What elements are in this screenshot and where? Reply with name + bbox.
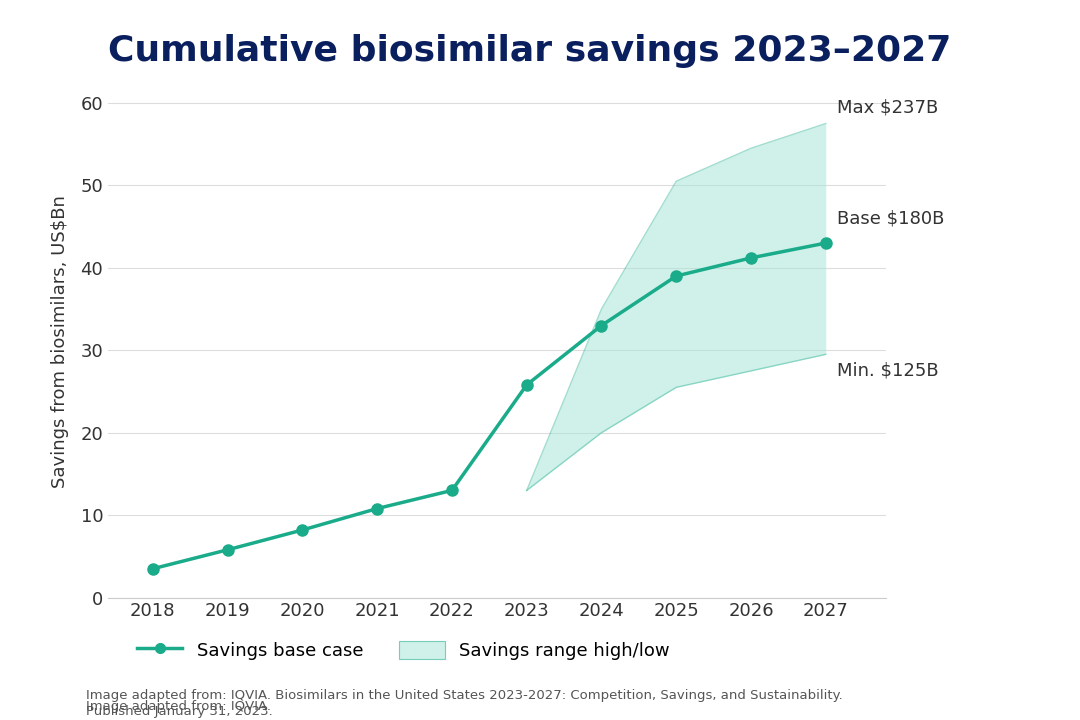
Text: Image adapted from: IQVIA. Biosimilars in the United States 2023-2027: Competiti: Image adapted from: IQVIA. Biosimilars i…: [86, 689, 843, 702]
Text: Max $237B: Max $237B: [837, 98, 939, 116]
Text: Published January 31, 2023.: Published January 31, 2023.: [86, 705, 273, 718]
Text: Base $180B: Base $180B: [837, 210, 944, 228]
Text: Min. $125B: Min. $125B: [837, 362, 939, 380]
Text: Image adapted from: IQVIA.: Image adapted from: IQVIA.: [86, 700, 275, 713]
Y-axis label: Savings from biosimilars, US$Bn: Savings from biosimilars, US$Bn: [51, 196, 69, 488]
Legend: Savings base case, Savings range high/low: Savings base case, Savings range high/lo…: [137, 641, 670, 660]
Text: Cumulative biosimilar savings 2023–2027: Cumulative biosimilar savings 2023–2027: [108, 35, 951, 68]
